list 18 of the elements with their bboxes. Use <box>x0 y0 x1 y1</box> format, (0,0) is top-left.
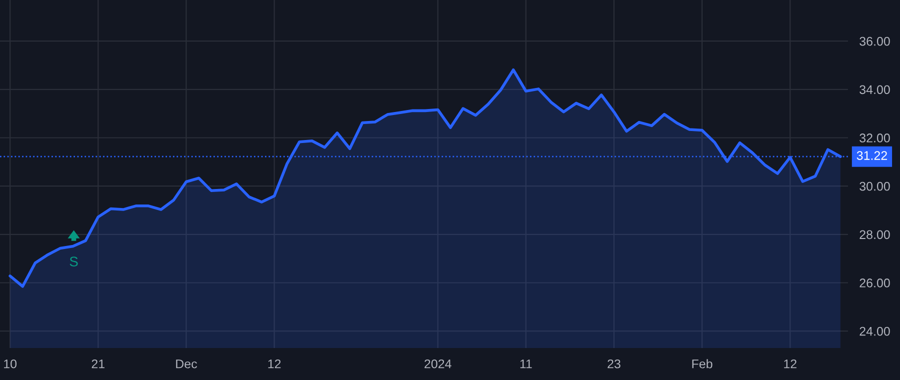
x-tick-label: 12 <box>268 359 281 368</box>
x-tick-label: 2024 <box>424 359 452 368</box>
x-tick-label: 23 <box>608 359 620 368</box>
y-tick-label: 24.00 <box>860 326 890 336</box>
y-tick-label: 26.00 <box>860 278 890 288</box>
x-tick-label: 11 <box>520 360 532 368</box>
ref-line-label: 31.22 <box>856 151 887 160</box>
y-tick-label: 36.00 <box>860 36 890 46</box>
y-tick-label: 32.00 <box>860 134 890 142</box>
x-tick-label: Dec <box>176 360 197 368</box>
x-tick-label: Feb <box>692 359 712 368</box>
y-tick-label: 28.00 <box>860 230 890 240</box>
y-tick-label: 30.00 <box>860 182 890 191</box>
x-tick-label: 10 <box>4 359 17 368</box>
y-tick-label: 34.00 <box>860 85 890 94</box>
x-tick-label: 21 <box>92 359 104 368</box>
x-tick-label: 12 <box>784 359 796 368</box>
annotation: S <box>70 256 78 266</box>
